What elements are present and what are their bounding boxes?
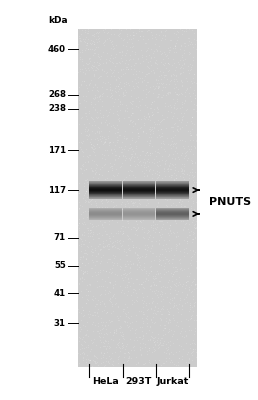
Text: 71: 71 (54, 233, 66, 242)
Bar (89, 189, 122, 190)
Bar (89, 188, 122, 189)
Bar (123, 190, 155, 191)
Bar (89, 187, 122, 188)
Bar (123, 192, 155, 193)
Bar (123, 194, 155, 195)
Bar (156, 196, 189, 197)
Bar (156, 182, 189, 183)
Bar (156, 190, 189, 191)
Bar (123, 196, 155, 197)
Bar (156, 198, 189, 199)
Bar (89, 184, 122, 185)
Bar (89, 182, 122, 183)
Text: 55: 55 (54, 261, 66, 270)
Bar (156, 193, 189, 194)
Bar (156, 184, 189, 185)
Bar (123, 193, 155, 194)
Bar (156, 187, 189, 188)
Bar (156, 186, 189, 187)
Bar (123, 182, 155, 183)
Bar (89, 191, 122, 192)
Bar (123, 198, 155, 199)
Bar (123, 188, 155, 189)
Bar (123, 191, 155, 192)
Text: kDa: kDa (49, 16, 68, 25)
Bar (156, 194, 189, 195)
Text: 31: 31 (54, 319, 66, 328)
Text: HeLa: HeLa (92, 378, 119, 386)
Bar (156, 195, 189, 196)
Bar (123, 181, 155, 182)
Bar (123, 185, 155, 186)
Bar (123, 197, 155, 198)
Text: Jurkat: Jurkat (156, 378, 189, 386)
Text: 117: 117 (48, 186, 66, 194)
Text: 460: 460 (48, 44, 66, 54)
Bar (123, 187, 155, 188)
Text: 171: 171 (48, 146, 66, 155)
Bar (89, 195, 122, 196)
Bar (89, 192, 122, 193)
Bar (89, 181, 122, 182)
Bar (156, 189, 189, 190)
Bar (156, 185, 189, 186)
Bar (89, 186, 122, 187)
Text: 268: 268 (48, 90, 66, 99)
Bar (123, 186, 155, 187)
Bar (89, 185, 122, 186)
Bar (123, 183, 155, 184)
Text: PNUTS: PNUTS (209, 197, 252, 207)
Bar (89, 190, 122, 191)
Bar (156, 192, 189, 193)
Bar (156, 183, 189, 184)
Bar (123, 189, 155, 190)
Bar (89, 198, 122, 199)
Bar (156, 181, 189, 182)
Bar (89, 196, 122, 197)
Bar (156, 191, 189, 192)
Text: 293T: 293T (126, 378, 152, 386)
Bar (156, 188, 189, 189)
Bar (123, 195, 155, 196)
Text: 238: 238 (48, 104, 66, 113)
Bar (89, 193, 122, 194)
Bar (89, 183, 122, 184)
Text: 41: 41 (54, 289, 66, 298)
Bar (89, 197, 122, 198)
Bar (156, 197, 189, 198)
Bar (78, 29, 197, 367)
Bar (123, 184, 155, 185)
Bar (89, 194, 122, 195)
